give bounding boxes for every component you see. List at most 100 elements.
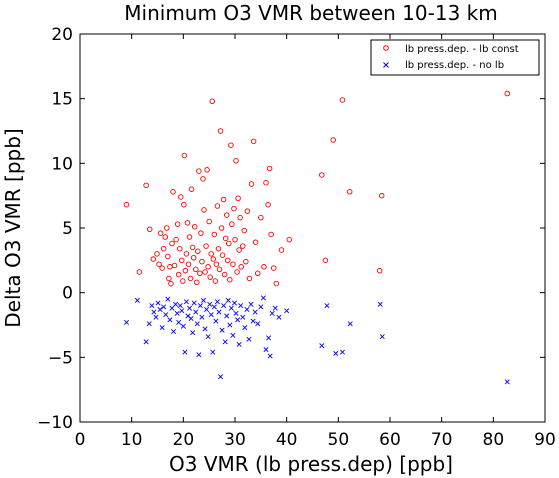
point-lb-const xyxy=(171,262,178,269)
point-no-lb xyxy=(219,327,225,333)
point-no-lb xyxy=(333,350,339,356)
point-lb-const xyxy=(254,270,261,277)
point-lb-const xyxy=(173,236,179,243)
point-no-lb xyxy=(233,310,239,316)
point-lb-const xyxy=(199,258,205,265)
legend-label-no-lb: lb press.dep. - no lb xyxy=(405,60,504,71)
legend-marker-x xyxy=(383,62,389,68)
point-lb-const xyxy=(170,189,176,195)
point-lb-const xyxy=(197,270,203,277)
point-lb-const xyxy=(219,252,226,258)
point-no-lb xyxy=(250,318,256,324)
y-tick-label: 20 xyxy=(51,25,73,45)
legend-marker-circle xyxy=(383,45,389,51)
point-lb-const xyxy=(234,269,240,275)
point-no-lb xyxy=(190,330,196,336)
point-lb-const xyxy=(162,234,168,240)
point-no-lb xyxy=(269,310,275,316)
point-no-lb xyxy=(155,300,161,306)
point-lb-const xyxy=(146,226,153,233)
x-tick-label: 50 xyxy=(328,430,350,450)
point-lb-const xyxy=(192,266,199,273)
y-tick-label: 15 xyxy=(51,90,73,110)
point-lb-const xyxy=(185,261,192,267)
point-lb-const xyxy=(222,235,229,242)
point-no-lb xyxy=(276,314,282,320)
point-no-lb xyxy=(211,304,217,310)
point-no-lb xyxy=(324,303,330,309)
point-no-lb xyxy=(165,296,171,302)
point-no-lb xyxy=(146,321,152,327)
point-no-lb xyxy=(218,374,224,380)
x-tick-label: 20 xyxy=(173,430,195,450)
point-lb-const xyxy=(268,231,274,238)
point-lb-const xyxy=(218,225,225,231)
point-lb-const xyxy=(196,168,202,174)
point-no-lb xyxy=(208,312,214,318)
point-no-lb xyxy=(222,339,228,345)
point-no-lb xyxy=(187,305,193,311)
point-no-lb xyxy=(339,349,345,355)
point-lb-const xyxy=(168,280,174,287)
point-no-lb xyxy=(236,341,242,347)
legend-label-lb-const: lb press.dep. - lb const xyxy=(405,44,519,55)
point-lb-const xyxy=(235,195,241,202)
point-lb-const xyxy=(189,244,196,251)
point-lb-const xyxy=(210,256,217,262)
point-lb-const xyxy=(250,138,257,145)
point-lb-const xyxy=(208,251,214,257)
point-lb-const xyxy=(180,278,186,284)
point-no-lb xyxy=(504,379,510,385)
point-lb-const xyxy=(187,275,194,282)
point-no-lb xyxy=(213,318,219,324)
point-lb-const xyxy=(194,279,200,286)
point-lb-const xyxy=(346,189,353,195)
axis-ticks: 0 10 20 30 40 50 60 70 80 90 −10 −5 0 5 10 15 20 xyxy=(37,25,556,450)
point-no-lb xyxy=(255,321,261,327)
point-lb-const xyxy=(183,251,190,257)
point-lb-const xyxy=(205,264,211,270)
point-lb-const xyxy=(217,128,224,134)
point-lb-const xyxy=(198,230,204,236)
point-lb-const xyxy=(206,218,212,225)
point-no-lb xyxy=(153,314,159,320)
point-no-lb xyxy=(173,301,179,307)
y-axis-label: Delta O3 VMR [ppb] xyxy=(1,128,25,327)
point-no-lb xyxy=(267,353,273,359)
x-tick-label: 0 xyxy=(75,430,86,450)
point-lb-const xyxy=(136,269,143,275)
point-lb-const xyxy=(286,236,293,243)
x-tick-label: 30 xyxy=(224,430,246,450)
point-no-lb xyxy=(377,301,383,307)
point-no-lb xyxy=(252,309,258,315)
y-tick-label: −10 xyxy=(37,413,73,433)
point-no-lb xyxy=(123,319,130,325)
point-no-lb xyxy=(227,322,233,328)
point-lb-const xyxy=(244,208,251,214)
point-no-lb xyxy=(180,323,186,329)
point-lb-const xyxy=(241,227,248,234)
legend-box xyxy=(370,39,540,76)
point-lb-const xyxy=(143,182,149,189)
point-lb-const xyxy=(166,275,172,282)
point-lb-const xyxy=(215,245,222,252)
point-no-lb xyxy=(149,303,155,309)
point-no-lb xyxy=(228,305,234,311)
point-no-lb xyxy=(179,308,185,314)
point-no-lb xyxy=(231,300,238,306)
point-no-lb xyxy=(244,306,250,312)
point-lb-const xyxy=(175,271,182,278)
point-no-lb xyxy=(230,332,236,338)
point-no-lb xyxy=(238,303,244,309)
point-no-lb xyxy=(240,314,246,320)
point-lb-const xyxy=(160,245,167,252)
point-lb-const xyxy=(265,201,271,208)
point-lb-const xyxy=(378,192,385,199)
point-lb-const xyxy=(258,214,264,221)
point-lb-const xyxy=(252,239,259,245)
point-no-lb xyxy=(205,334,211,340)
point-lb-const xyxy=(190,254,197,261)
point-no-lb xyxy=(191,300,197,306)
point-lb-const xyxy=(243,258,249,265)
